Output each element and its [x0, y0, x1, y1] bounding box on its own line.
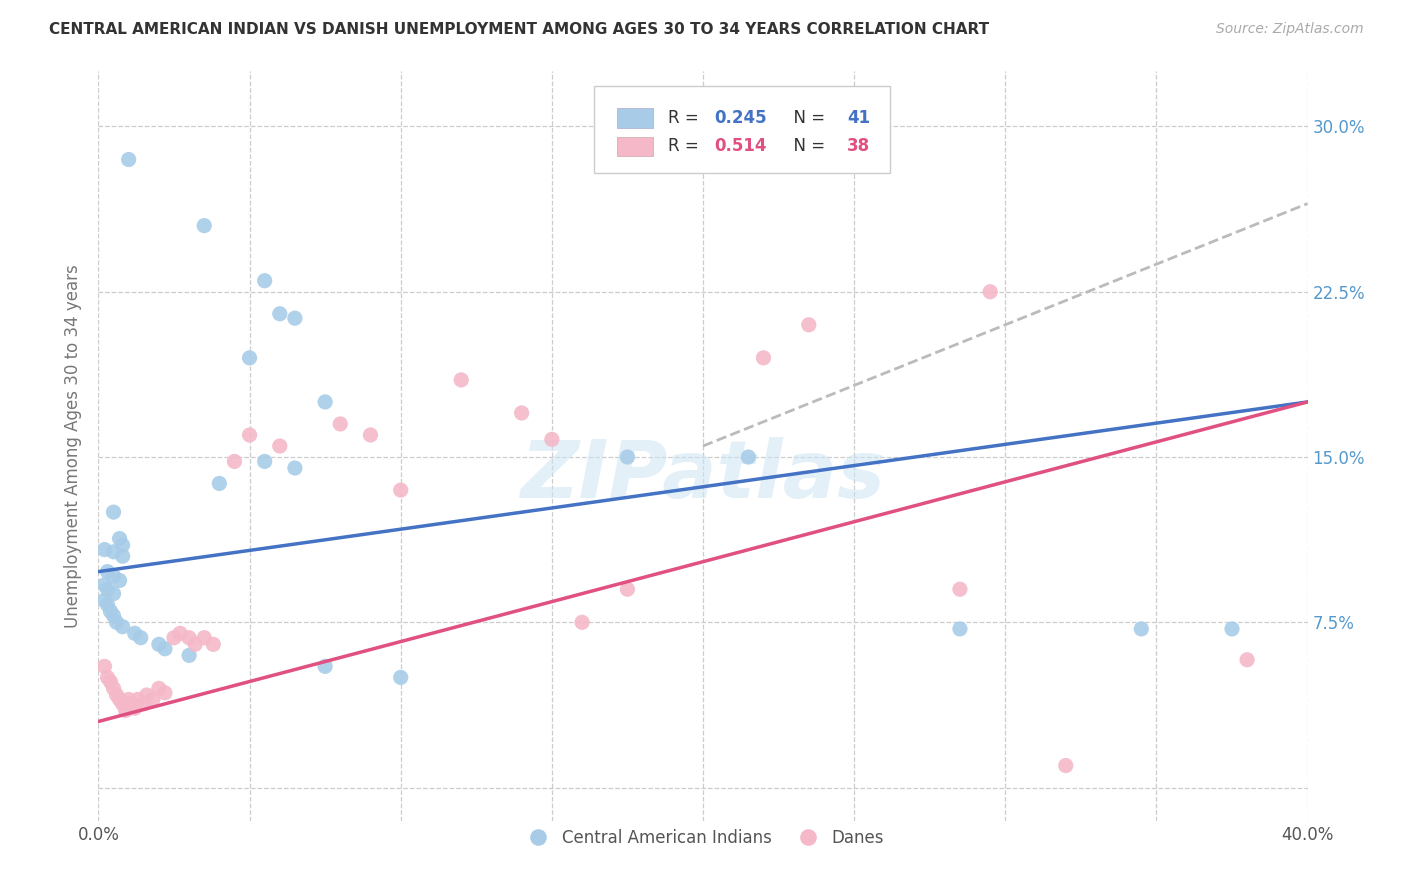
- Point: [540, 433, 562, 447]
- FancyBboxPatch shape: [617, 136, 654, 156]
- Point: [153, 686, 176, 700]
- Point: [224, 454, 246, 468]
- Point: [389, 483, 412, 497]
- Point: [118, 153, 141, 167]
- FancyBboxPatch shape: [595, 87, 890, 172]
- Point: [105, 615, 128, 630]
- Point: [329, 417, 352, 431]
- Point: [148, 681, 170, 696]
- Point: [179, 648, 201, 663]
- FancyBboxPatch shape: [617, 108, 654, 128]
- Point: [193, 219, 215, 233]
- Point: [1130, 622, 1153, 636]
- Point: [114, 703, 136, 717]
- Point: [202, 637, 225, 651]
- Point: [103, 569, 125, 583]
- Point: [103, 545, 125, 559]
- Point: [510, 406, 533, 420]
- Text: 38: 38: [846, 137, 870, 155]
- Point: [124, 701, 146, 715]
- Point: [239, 351, 262, 365]
- Point: [1220, 622, 1243, 636]
- Point: [163, 631, 186, 645]
- Point: [100, 604, 122, 618]
- Point: [148, 637, 170, 651]
- Point: [797, 318, 820, 332]
- Point: [93, 542, 115, 557]
- Point: [208, 476, 231, 491]
- Point: [253, 454, 276, 468]
- Point: [100, 674, 122, 689]
- Point: [169, 626, 191, 640]
- Point: [269, 307, 291, 321]
- Point: [389, 670, 412, 684]
- Point: [105, 688, 128, 702]
- Text: CENTRAL AMERICAN INDIAN VS DANISH UNEMPLOYMENT AMONG AGES 30 TO 34 YEARS CORRELA: CENTRAL AMERICAN INDIAN VS DANISH UNEMPL…: [49, 22, 990, 37]
- Point: [314, 395, 336, 409]
- Point: [108, 532, 131, 546]
- Point: [949, 582, 972, 597]
- Point: [135, 688, 157, 702]
- Point: [616, 450, 638, 464]
- Point: [360, 428, 382, 442]
- Point: [239, 428, 262, 442]
- Point: [111, 538, 134, 552]
- Point: [616, 582, 638, 597]
- Point: [153, 641, 176, 656]
- Point: [96, 670, 118, 684]
- Text: N =: N =: [783, 109, 830, 127]
- Point: [1236, 653, 1258, 667]
- Point: [96, 565, 118, 579]
- Point: [108, 574, 131, 588]
- Y-axis label: Unemployment Among Ages 30 to 34 years: Unemployment Among Ages 30 to 34 years: [65, 264, 83, 628]
- Point: [752, 351, 775, 365]
- Point: [193, 631, 215, 645]
- Text: R =: R =: [668, 109, 704, 127]
- Point: [93, 593, 115, 607]
- Text: ZIPatlas: ZIPatlas: [520, 437, 886, 515]
- Text: 41: 41: [846, 109, 870, 127]
- Point: [269, 439, 291, 453]
- Point: [284, 461, 307, 475]
- Point: [111, 697, 134, 711]
- Point: [132, 697, 155, 711]
- Text: 0.514: 0.514: [714, 137, 766, 155]
- Point: [118, 692, 141, 706]
- Point: [124, 626, 146, 640]
- Point: [121, 697, 143, 711]
- Point: [103, 505, 125, 519]
- Point: [314, 659, 336, 673]
- Point: [103, 608, 125, 623]
- Point: [111, 620, 134, 634]
- Text: N =: N =: [783, 137, 830, 155]
- Point: [253, 274, 276, 288]
- Point: [737, 450, 759, 464]
- Text: R =: R =: [668, 137, 704, 155]
- Point: [96, 598, 118, 612]
- Point: [111, 549, 134, 564]
- Legend: Central American Indians, Danes: Central American Indians, Danes: [515, 822, 891, 854]
- Point: [108, 692, 131, 706]
- Point: [142, 692, 165, 706]
- Point: [103, 587, 125, 601]
- Point: [949, 622, 972, 636]
- Point: [103, 681, 125, 696]
- Point: [127, 692, 149, 706]
- Point: [450, 373, 472, 387]
- Text: 0.245: 0.245: [714, 109, 766, 127]
- Point: [1054, 758, 1077, 772]
- Text: Source: ZipAtlas.com: Source: ZipAtlas.com: [1216, 22, 1364, 37]
- Point: [93, 659, 115, 673]
- Point: [96, 582, 118, 597]
- Point: [179, 631, 201, 645]
- Point: [571, 615, 593, 630]
- Point: [284, 311, 307, 326]
- Point: [129, 631, 152, 645]
- Point: [184, 637, 207, 651]
- Point: [979, 285, 1001, 299]
- Point: [93, 578, 115, 592]
